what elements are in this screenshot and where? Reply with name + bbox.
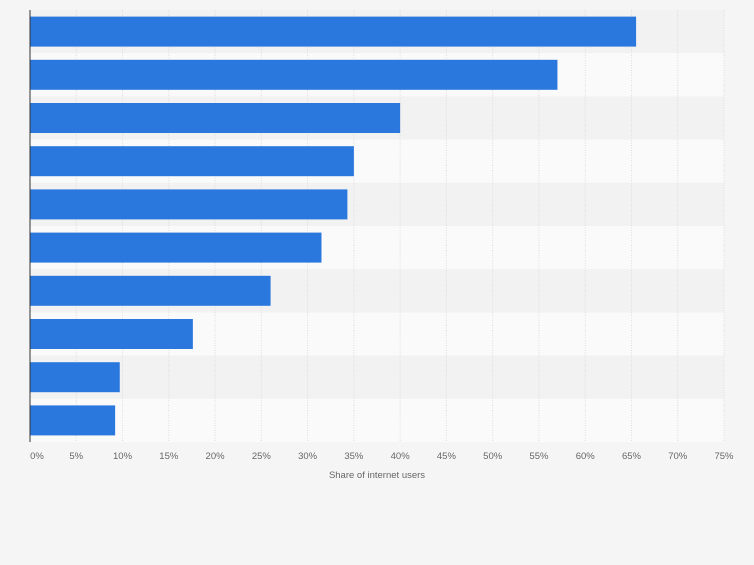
- x-tick-label: 35%: [344, 451, 364, 462]
- x-tick-label: 55%: [529, 451, 549, 462]
- bar: [30, 189, 348, 220]
- bar: [30, 405, 116, 436]
- bar: [30, 59, 558, 90]
- bar: [30, 146, 354, 177]
- x-tick-label: 50%: [483, 451, 503, 462]
- x-tick-label: 10%: [113, 451, 133, 462]
- x-tick-label: 25%: [252, 451, 272, 462]
- bar: [30, 275, 271, 306]
- x-tick-label: 30%: [298, 451, 318, 462]
- x-tick-label: 65%: [622, 451, 642, 462]
- row-band: [30, 398, 724, 442]
- x-axis-title: Share of internet users: [329, 470, 425, 481]
- x-tick-label: 15%: [159, 451, 179, 462]
- bar: [30, 362, 120, 393]
- x-tick-labels: 0% 5% 10% 15% 20% 25% 30% 35% 40% 45% 50% 55% 60% 65%…: [30, 451, 734, 462]
- x-tick-label: 45%: [437, 451, 457, 462]
- bar: [30, 16, 637, 47]
- x-tick-label: 20%: [206, 451, 226, 462]
- bar: [30, 232, 322, 263]
- x-tick-label: 40%: [391, 451, 411, 462]
- bar: [30, 319, 193, 349]
- x-tick-label: 60%: [576, 451, 596, 462]
- x-tick-label: 0%: [30, 451, 44, 462]
- row-band: [30, 355, 724, 399]
- x-tick-label: 5%: [69, 451, 83, 462]
- x-tick-label: 75%: [714, 451, 734, 462]
- bars: [30, 16, 637, 436]
- bar: [30, 103, 401, 133]
- x-tick-label: 70%: [668, 451, 688, 462]
